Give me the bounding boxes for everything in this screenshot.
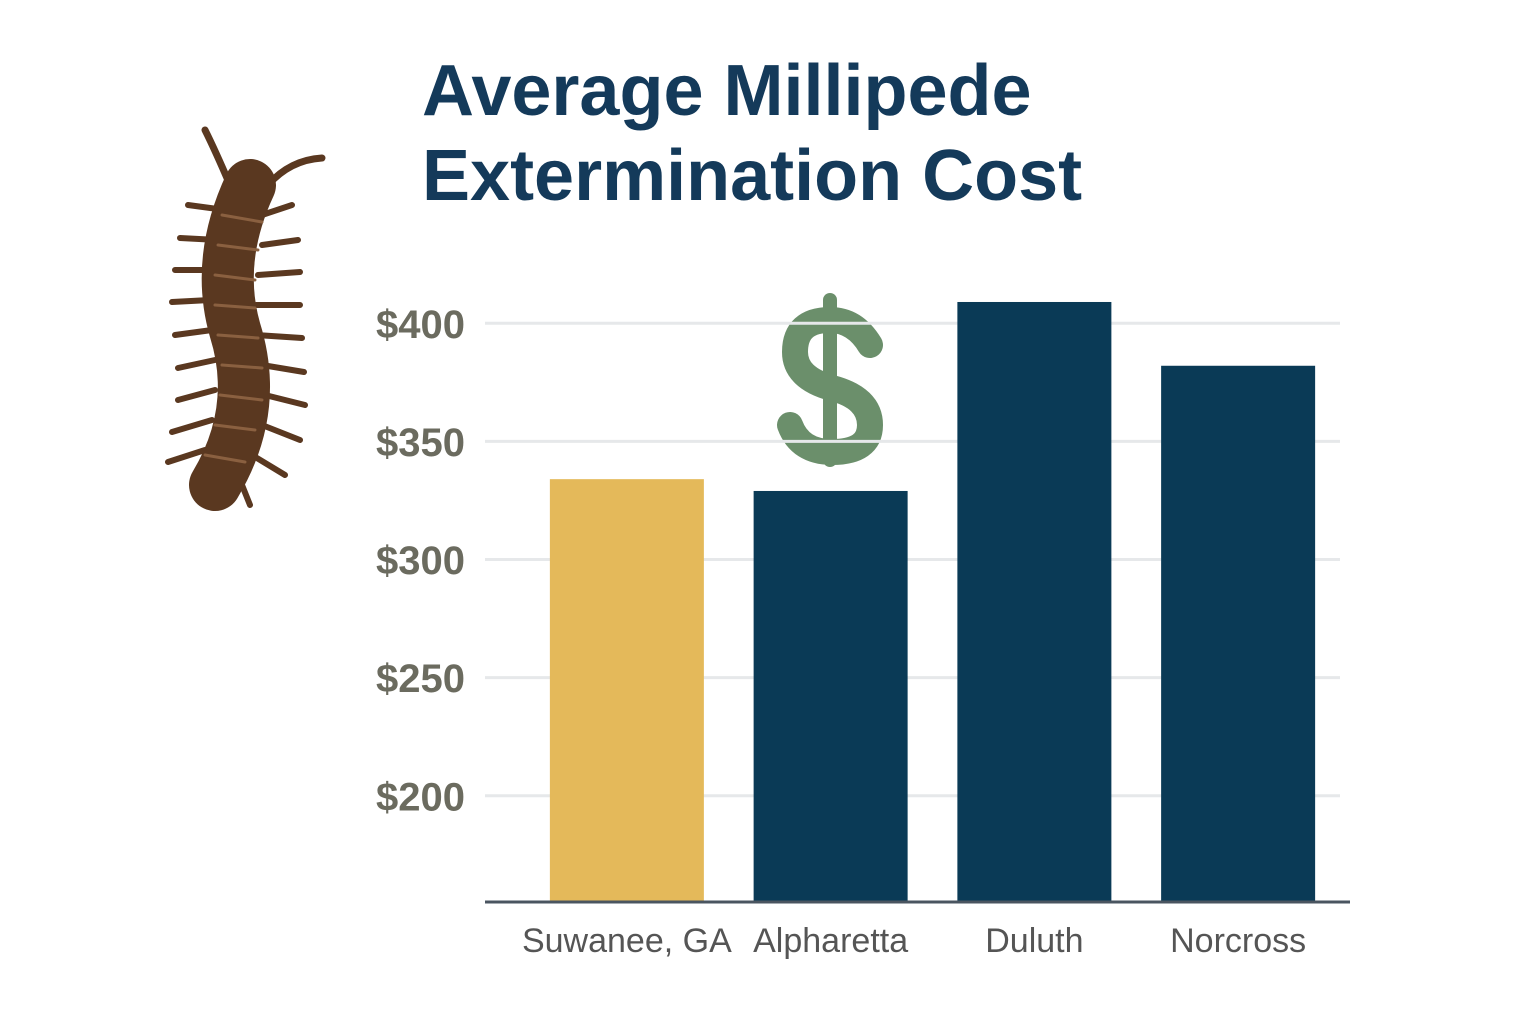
y-tick-label: $350 — [376, 421, 465, 465]
x-tick-label: Suwanee, GA — [522, 922, 732, 960]
bar — [1161, 365, 1316, 902]
millipede-icon — [165, 126, 326, 511]
y-tick-label: $300 — [376, 539, 465, 583]
dollar-icon — [777, 293, 884, 467]
y-tick-label: $200 — [376, 775, 465, 819]
y-tick-label: $250 — [376, 657, 465, 701]
bar — [753, 490, 908, 902]
x-tick-label: Duluth — [985, 922, 1083, 960]
chart-title: Average Millipede — [422, 51, 1032, 131]
x-tick-label: Alpharetta — [753, 922, 908, 960]
y-tick-label: $400 — [376, 303, 465, 347]
x-tick-label: Norcross — [1170, 922, 1306, 960]
chart-title: Extermination Cost — [422, 136, 1082, 216]
bar — [957, 301, 1112, 903]
bar — [549, 479, 704, 902]
